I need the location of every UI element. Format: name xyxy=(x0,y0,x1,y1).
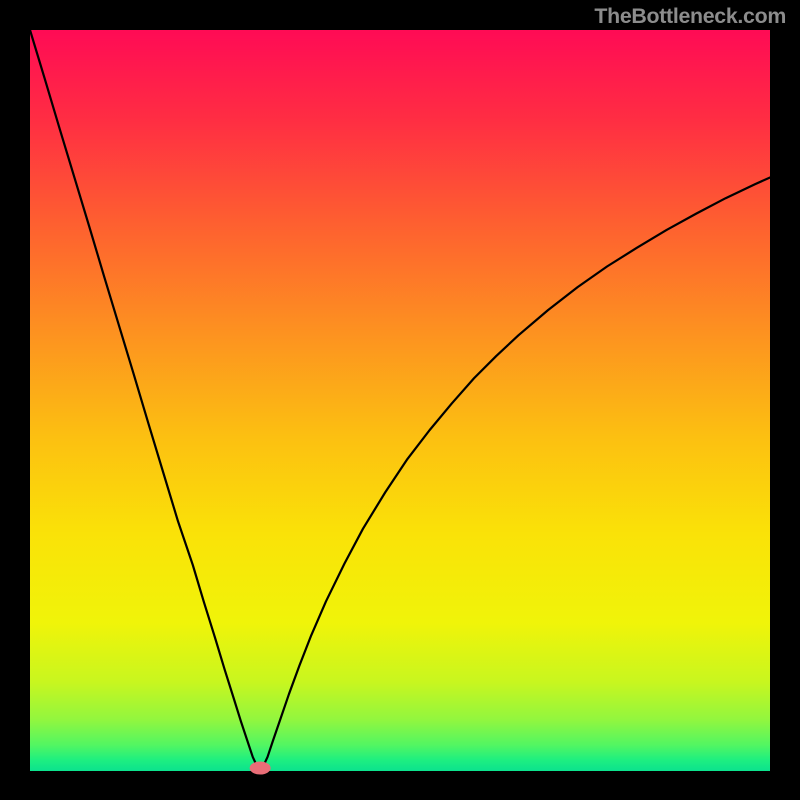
chart-container: TheBottleneck.com xyxy=(0,0,800,800)
bottleneck-chart xyxy=(0,0,800,800)
watermark-text: TheBottleneck.com xyxy=(594,4,786,29)
minimum-marker xyxy=(250,762,270,774)
